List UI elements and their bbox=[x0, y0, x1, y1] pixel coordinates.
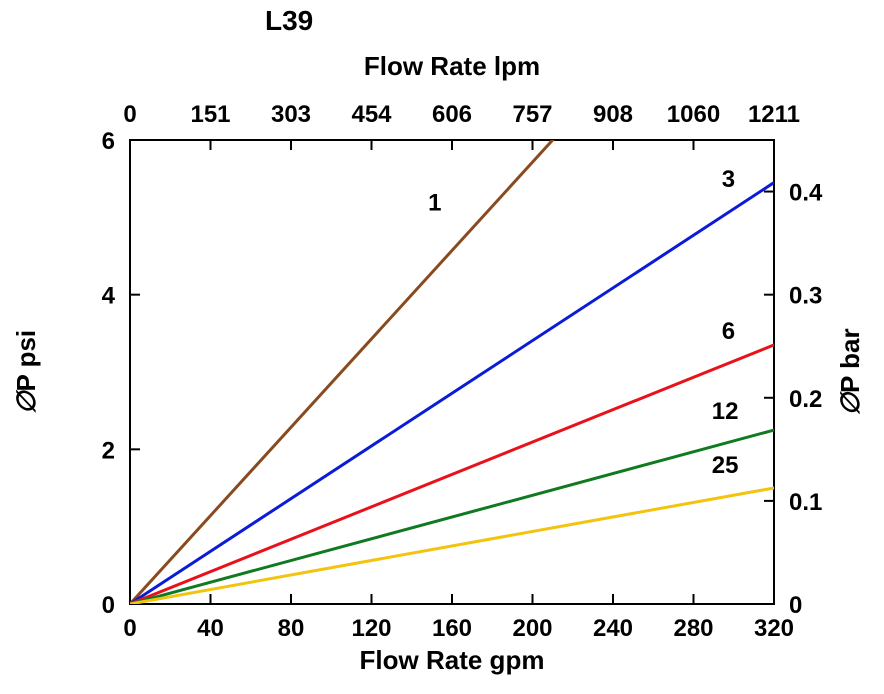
x-tick-label: 200 bbox=[512, 615, 552, 642]
x-top-tick-label: 0 bbox=[123, 101, 136, 128]
pressure-flow-chart: L39Flow Rate lpm015130345460675790810601… bbox=[0, 0, 884, 694]
x-top-axis-label: Flow Rate lpm bbox=[364, 51, 540, 81]
x-tick-label: 280 bbox=[673, 615, 713, 642]
x-top-tick-label: 757 bbox=[512, 101, 552, 128]
series-label: 12 bbox=[712, 398, 739, 425]
series-label: 25 bbox=[712, 452, 739, 479]
y-left-tick-label: 0 bbox=[102, 592, 115, 619]
chart-container: L39Flow Rate lpm015130345460675790810601… bbox=[0, 0, 884, 694]
x-tick-label: 120 bbox=[351, 615, 391, 642]
x-top-tick-label: 303 bbox=[271, 101, 311, 128]
y-right-axis-label: ∅P bar bbox=[835, 328, 865, 415]
series-label: 6 bbox=[722, 318, 735, 345]
y-right-tick-label: 0 bbox=[789, 592, 802, 619]
x-bottom-axis-label: Flow Rate gpm bbox=[360, 645, 545, 675]
x-top-tick-label: 606 bbox=[432, 101, 472, 128]
x-top-tick-label: 908 bbox=[593, 101, 633, 128]
svg-text:∅P bar: ∅P bar bbox=[835, 328, 865, 415]
y-right-tick-label: 0.2 bbox=[789, 386, 822, 413]
y-left-tick-label: 2 bbox=[102, 437, 115, 464]
svg-text:∅P psi: ∅P psi bbox=[11, 330, 41, 414]
x-tick-label: 240 bbox=[593, 615, 633, 642]
x-top-tick-label: 1060 bbox=[667, 101, 720, 128]
x-top-tick-label: 151 bbox=[190, 101, 230, 128]
y-left-tick-label: 4 bbox=[102, 283, 116, 310]
x-tick-label: 40 bbox=[197, 615, 224, 642]
y-right-tick-label: 0.4 bbox=[789, 180, 823, 207]
x-top-tick-label: 454 bbox=[351, 101, 392, 128]
y-left-axis-label: ∅P psi bbox=[11, 330, 41, 414]
y-left-tick-label: 6 bbox=[102, 128, 115, 155]
y-right-tick-label: 0.1 bbox=[789, 489, 822, 516]
x-tick-label: 160 bbox=[432, 615, 472, 642]
x-tick-label: 0 bbox=[123, 615, 136, 642]
x-top-tick-label: 1211 bbox=[748, 101, 800, 128]
chart-title: L39 bbox=[265, 5, 313, 36]
y-right-tick-label: 0.3 bbox=[789, 283, 822, 310]
x-tick-label: 320 bbox=[754, 615, 794, 642]
x-tick-label: 80 bbox=[278, 615, 305, 642]
series-label: 3 bbox=[722, 166, 735, 193]
series-label: 1 bbox=[428, 189, 441, 216]
